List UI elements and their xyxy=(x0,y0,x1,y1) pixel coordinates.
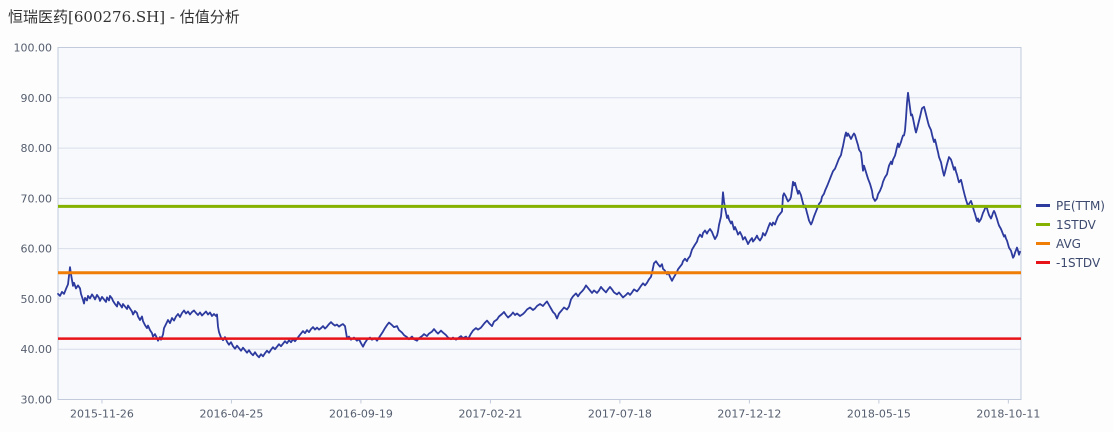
svg-text:100.00: 100.00 xyxy=(14,42,53,55)
legend-item-1stdv[interactable]: -1STDV xyxy=(1036,253,1105,272)
chart-title: 恒瑞医药[600276.SH] - 估值分析 xyxy=(8,8,240,26)
svg-text:2018-05-15: 2018-05-15 xyxy=(847,408,911,421)
svg-text:90.00: 90.00 xyxy=(21,92,53,105)
legend-label: PE(TTM) xyxy=(1056,198,1105,213)
stdv-avg-lines xyxy=(58,204,1021,340)
x-axis-labels: 2015-11-26 2016-04-25 2016-09-19 2017-02-21… xyxy=(70,408,1040,421)
legend-swatch-icon xyxy=(1036,223,1050,226)
svg-text:2016-09-19: 2016-09-19 xyxy=(329,408,393,421)
legend-label: AVG xyxy=(1056,236,1081,251)
svg-text:2015-11-26: 2015-11-26 xyxy=(70,408,134,421)
svg-text:70.00: 70.00 xyxy=(21,192,53,205)
svg-text:2017-12-12: 2017-12-12 xyxy=(717,408,781,421)
svg-text:30.00: 30.00 xyxy=(21,394,53,407)
legend-label: 1STDV xyxy=(1056,217,1096,232)
svg-text:2018-10-11: 2018-10-11 xyxy=(976,408,1040,421)
svg-text:60.00: 60.00 xyxy=(21,243,53,256)
svg-text:2017-07-18: 2017-07-18 xyxy=(588,408,652,421)
legend-swatch-icon xyxy=(1036,242,1050,245)
svg-text:40.00: 40.00 xyxy=(21,343,53,356)
svg-text:80.00: 80.00 xyxy=(21,142,53,155)
legend-label: -1STDV xyxy=(1056,255,1101,270)
legend-swatch-icon xyxy=(1036,261,1050,264)
svg-text:2016-04-25: 2016-04-25 xyxy=(199,408,263,421)
legend-swatch-icon xyxy=(1036,204,1050,207)
svg-text:50.00: 50.00 xyxy=(21,293,53,306)
chart-legend: PE(TTM) 1STDV AVG -1STDV xyxy=(1036,196,1105,272)
legend-item-1stdv[interactable]: 1STDV xyxy=(1036,215,1105,234)
svg-text:2017-02-21: 2017-02-21 xyxy=(458,408,522,421)
legend-item-avg[interactable]: AVG xyxy=(1036,234,1105,253)
legend-item-pettm[interactable]: PE(TTM) xyxy=(1036,196,1105,215)
x-axis-tick-marks xyxy=(101,399,1009,404)
plot-background xyxy=(58,47,1021,400)
y-axis-labels: 100.00 90.00 80.00 70.00 60.00 50.00 40.00 30.0… xyxy=(14,42,53,407)
plot-border xyxy=(57,47,1022,400)
